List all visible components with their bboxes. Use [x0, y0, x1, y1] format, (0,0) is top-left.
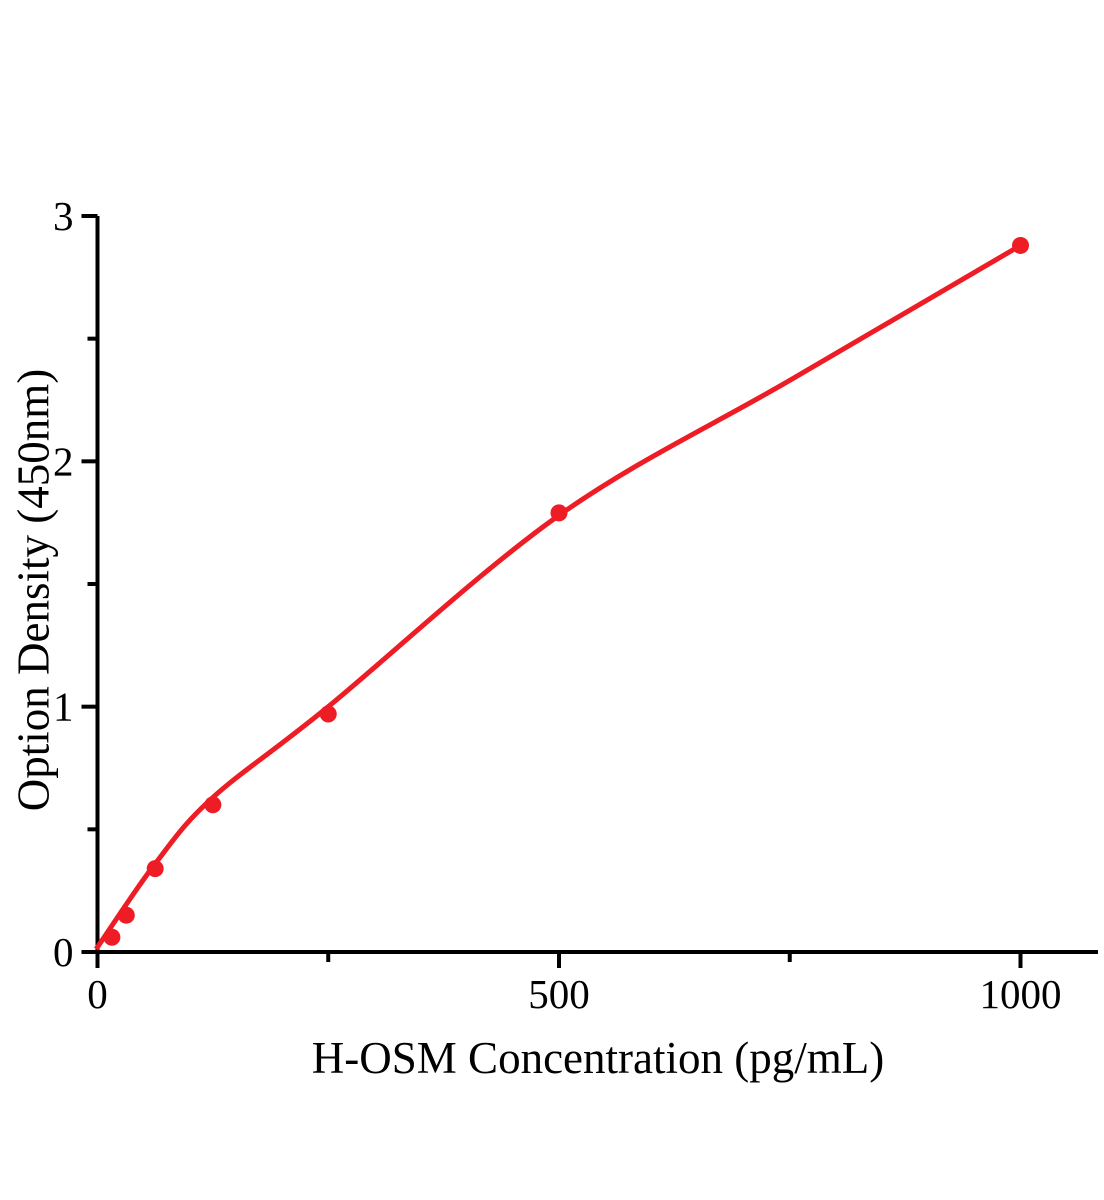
data-point — [1012, 236, 1029, 254]
data-point — [550, 504, 568, 522]
axes — [95, 216, 1099, 954]
y-axis-title: Option Density (450nm) — [8, 368, 59, 812]
data-point — [146, 860, 164, 878]
y-tick-label: 0 — [53, 929, 74, 975]
data-point — [319, 705, 337, 723]
x-tick-label: 1000 — [980, 971, 1062, 1017]
x-tick-label: 500 — [528, 971, 590, 1017]
data-point — [117, 906, 135, 924]
y-tick-label: 1 — [53, 684, 74, 730]
y-tick-label: 2 — [53, 438, 74, 484]
x-tick-label: 0 — [87, 971, 108, 1017]
fitted-curve — [94, 242, 1024, 951]
x-axis-title: H-OSM Concentration (pg/mL) — [311, 1033, 885, 1083]
data-point — [103, 928, 121, 946]
data-point — [204, 796, 222, 814]
y-tick-label: 3 — [53, 193, 74, 239]
